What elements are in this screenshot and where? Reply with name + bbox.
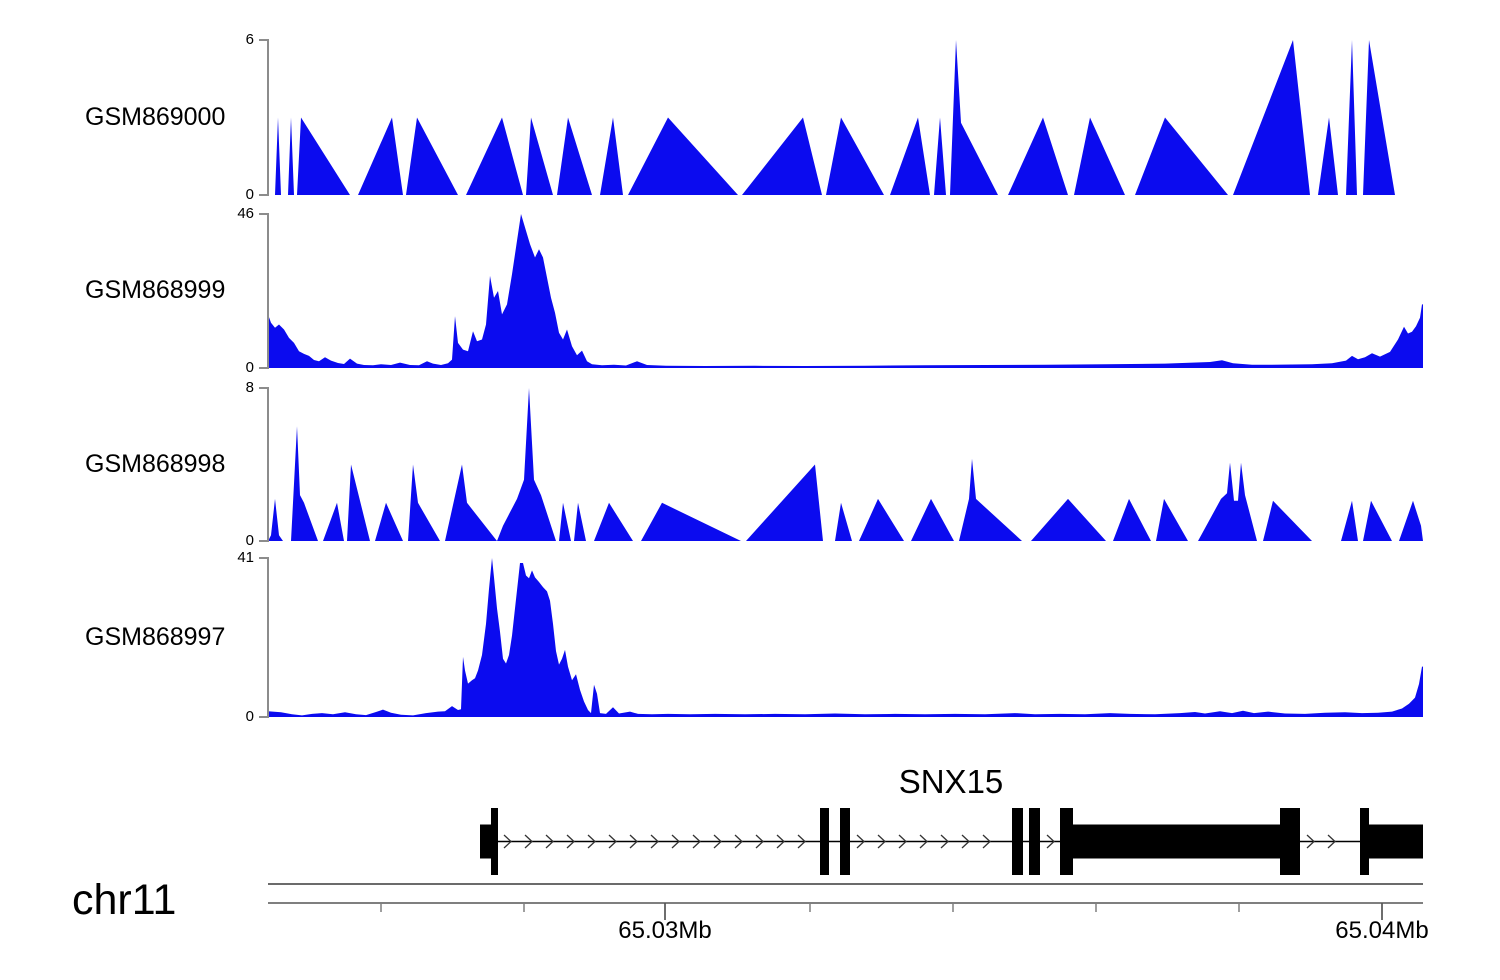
gene-exon [1060,808,1073,875]
strand-arrow-icon [734,834,743,849]
gene-exon [1029,808,1040,875]
y-axis-max-label-track1: 6 [245,31,254,48]
strand-arrow-icon [1327,834,1336,849]
strand-arrow-icon [1306,834,1315,849]
strand-arrow-icon [776,834,785,849]
gene-exon [1360,808,1369,875]
axis-tick-label-65-03mb: 65.03Mb [618,917,712,944]
strand-arrow-icon [503,834,512,849]
gene-exon [1012,808,1023,875]
strand-arrow-icon [919,834,928,849]
track-label-gsm868999: GSM868999 [85,276,226,304]
y-axis-max-label-track2: 46 [237,205,254,222]
strand-arrow-icon [755,834,764,849]
strand-arrow-icon [587,834,596,849]
strand-arrow-icon [629,834,638,849]
coverage-area-gsm868998 [268,388,1423,541]
strand-arrow-icon [671,834,680,849]
strand-arrow-icon [566,834,575,849]
strand-arrow-icon [650,834,659,849]
track-label-gsm868997: GSM868997 [85,622,226,651]
axis-tick-label-65-04mb: 65.04Mb [1335,917,1429,944]
strand-arrow-icon [1046,834,1055,849]
gene-exon [820,808,829,875]
strand-arrow-icon [961,834,970,849]
strand-arrow-icon [524,834,533,849]
y-axis-min-label-track1: 0 [245,186,254,203]
y-axis-gsm869000 [259,39,269,196]
strand-arrow-icon [898,834,907,849]
y-axis-max-label-track3: 8 [245,379,254,396]
gene-utr [480,824,491,859]
strand-arrow-icon [856,834,865,849]
y-axis-gsm868999 [259,213,269,369]
strand-arrow-icon [940,834,949,849]
chromosome-label: chr11 [72,876,177,924]
y-axis-min-label-track2: 0 [245,359,254,376]
gene-exon [1280,808,1300,875]
strand-arrow-icon [797,834,806,849]
coverage-area-gsm869000 [268,40,1423,195]
y-axis-max-label-track4: 41 [237,549,254,566]
gene-utr [1369,824,1423,859]
strand-arrow-icon [545,834,554,849]
strand-arrow-icon [713,834,722,849]
gene-utr [1073,824,1280,859]
gene-name-label: SNX15 [898,763,1004,800]
strand-arrow-icon [692,834,701,849]
strand-arrow-icon [608,834,617,849]
strand-arrow-icon [982,834,991,849]
y-axis-gsm868997 [259,557,269,718]
track-label-gsm869000: GSM869000 [85,102,226,131]
strand-arrow-icon [877,834,886,849]
track-label-gsm868998: GSM868998 [85,449,226,478]
gene-exon [840,808,850,875]
y-axis-gsm868998 [259,387,269,542]
coverage-area-gsm868997 [268,558,1423,717]
gene-exon [491,808,498,875]
y-axis-min-label-track4: 0 [245,708,254,725]
y-axis-min-label-track3: 0 [245,532,254,549]
coverage-area-gsm868999 [268,214,1423,368]
